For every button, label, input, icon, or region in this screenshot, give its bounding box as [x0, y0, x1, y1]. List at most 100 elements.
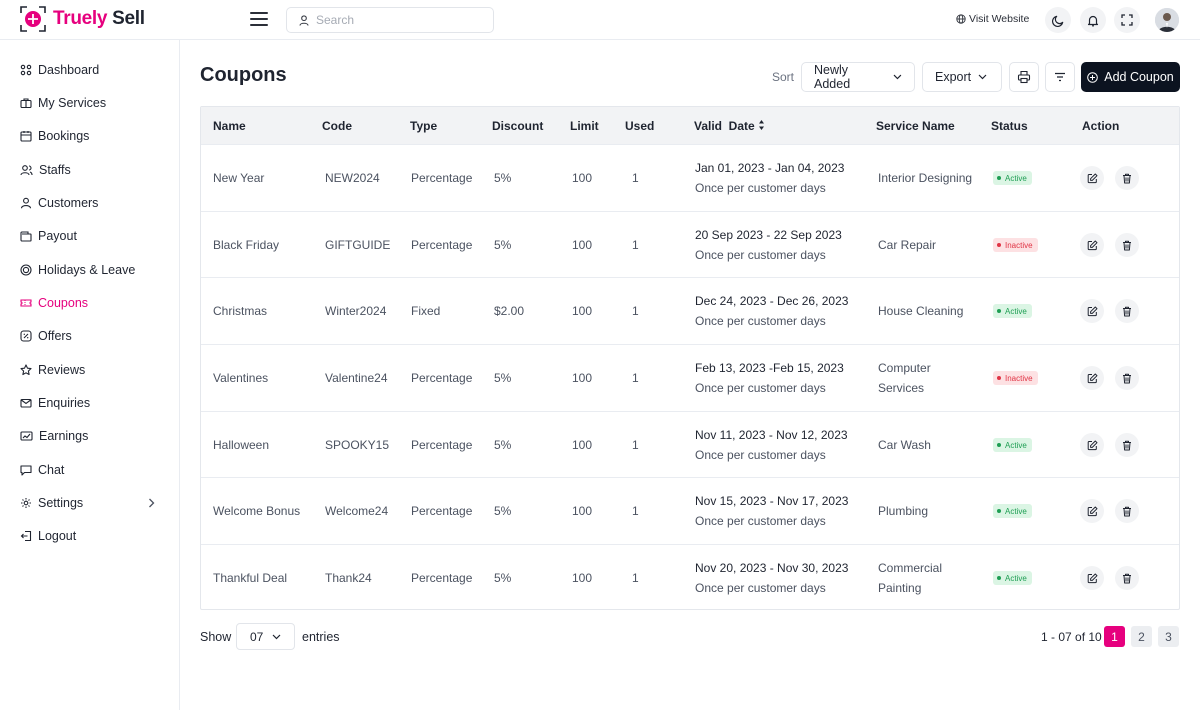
column-header-action[interactable]: Action: [1082, 119, 1120, 133]
edit-button[interactable]: [1080, 233, 1104, 257]
trash-icon: [1122, 306, 1132, 317]
page-button-1[interactable]: 1: [1104, 626, 1125, 647]
edit-button[interactable]: [1080, 499, 1104, 523]
trash-icon: [1122, 573, 1132, 584]
service-name: Interior Designing: [878, 171, 973, 185]
sidebar-item-offers[interactable]: Offers: [20, 326, 165, 346]
delete-button[interactable]: [1115, 299, 1139, 323]
sidebar-item-label: Payout: [38, 229, 77, 243]
column-header-type[interactable]: Type: [410, 119, 438, 133]
dark-mode-button[interactable]: [1045, 7, 1071, 33]
visit-website-link[interactable]: Visit Website: [956, 13, 1029, 25]
add-coupon-label: Add Coupon: [1104, 70, 1174, 84]
column-header-service-name[interactable]: Service Name: [876, 119, 955, 133]
sidebar-item-customers[interactable]: Customers: [20, 193, 165, 213]
show-label: Show: [200, 630, 232, 644]
bell-icon: [1087, 15, 1099, 26]
avatar[interactable]: [1155, 8, 1179, 32]
sidebar-item-staffs[interactable]: Staffs: [20, 160, 165, 180]
coupon-usage-note: Once per customer days: [695, 181, 826, 195]
delete-button[interactable]: [1115, 566, 1139, 590]
sidebar-item-my-services[interactable]: My Services: [20, 93, 165, 113]
sidebar-item-bookings[interactable]: Bookings: [20, 126, 165, 146]
delete-button[interactable]: [1115, 166, 1139, 190]
column-header-discount[interactable]: Discount: [492, 119, 544, 133]
column-header-limit[interactable]: Limit: [570, 119, 599, 133]
filter-button[interactable]: [1045, 62, 1075, 92]
coupon-discount: 5%: [494, 171, 512, 185]
calendar-icon: [20, 131, 32, 142]
column-header-used[interactable]: Used: [625, 119, 655, 133]
status-text: Inactive: [1005, 373, 1033, 383]
sidebar-item-dashboard[interactable]: Dashboard: [20, 60, 165, 80]
fullscreen-button[interactable]: [1114, 7, 1140, 33]
notifications-button[interactable]: [1080, 7, 1106, 33]
delete-button[interactable]: [1115, 366, 1139, 390]
sidebar-item-settings[interactable]: Settings: [20, 493, 165, 513]
service-name: Computer: [878, 361, 931, 375]
export-dropdown[interactable]: Export: [922, 62, 1002, 92]
delete-button[interactable]: [1115, 499, 1139, 523]
sort-dropdown[interactable]: Newly Added: [801, 62, 915, 92]
service-name: House Cleaning: [878, 304, 964, 318]
entries-per-page-select[interactable]: 07: [236, 623, 295, 650]
status-text: Active: [1005, 573, 1027, 583]
menu-icon[interactable]: [250, 12, 268, 26]
sidebar-item-earnings[interactable]: Earnings: [20, 426, 165, 446]
holiday-icon: [20, 264, 32, 276]
trash-icon: [1122, 506, 1132, 517]
offer-icon: [20, 330, 32, 342]
search-box[interactable]: [286, 7, 494, 33]
sidebar-item-chat[interactable]: Chat: [20, 460, 165, 480]
sort-arrows-icon[interactable]: [758, 119, 765, 131]
edit-button[interactable]: [1080, 166, 1104, 190]
delete-button[interactable]: [1115, 233, 1139, 257]
sidebar-item-holidays-leave[interactable]: Holidays & Leave: [20, 260, 165, 280]
sidebar-item-reviews[interactable]: Reviews: [20, 360, 165, 380]
table-row: Valentines Valentine24 Percentage 5% 100 1 Feb…: [201, 344, 1179, 411]
search-input[interactable]: [316, 13, 476, 27]
chevron-down-icon: [978, 74, 987, 80]
delete-button[interactable]: [1115, 433, 1139, 457]
filter-icon: [1055, 72, 1065, 82]
page-button-3[interactable]: 3: [1158, 626, 1179, 647]
brand-logo[interactable]: Truely Sell: [20, 6, 145, 32]
table-row: Welcome Bonus Welcome24 Percentage 5% 100 1 No…: [201, 477, 1179, 544]
user-icon: [20, 197, 32, 209]
edit-icon: [1087, 240, 1098, 251]
print-button[interactable]: [1009, 62, 1039, 92]
coupon-name: Valentines: [213, 371, 269, 385]
coupon-type: Percentage: [411, 504, 473, 518]
page-title: Coupons: [200, 64, 287, 86]
coupon-used: 1: [632, 304, 639, 318]
table-row: New Year NEW2024 Percentage 5% 100 1 Jan 01, 2…: [201, 144, 1179, 211]
coupon-name: Black Friday: [213, 238, 280, 252]
column-header-code[interactable]: Code: [322, 119, 352, 133]
column-header-valid-date[interactable]: Valid Date: [694, 119, 755, 133]
coupon-type: Percentage: [411, 371, 473, 385]
page-button-2[interactable]: 2: [1131, 626, 1152, 647]
sidebar-item-coupons[interactable]: Coupons: [20, 293, 165, 313]
briefcase-icon: [20, 98, 32, 109]
sidebar-item-logout[interactable]: Logout: [20, 526, 165, 546]
sidebar-item-label: Staffs: [39, 163, 71, 177]
add-coupon-button[interactable]: Add Coupon: [1081, 62, 1180, 92]
coupon-discount: $2.00: [494, 304, 525, 318]
chat-icon: [20, 465, 32, 476]
sidebar-item-payout[interactable]: Payout: [20, 226, 165, 246]
edit-button[interactable]: [1080, 566, 1104, 590]
edit-button[interactable]: [1080, 433, 1104, 457]
status-text: Active: [1005, 173, 1027, 183]
star-icon: [20, 364, 32, 376]
coupon-discount: 5%: [494, 438, 512, 452]
coupon-used: 1: [632, 438, 639, 452]
coupon-usage-note: Once per customer days: [695, 314, 826, 328]
earnings-icon: [20, 431, 33, 441]
coupon-limit: 100: [572, 304, 593, 318]
column-header-status[interactable]: Status: [991, 119, 1028, 133]
edit-button[interactable]: [1080, 366, 1104, 390]
edit-button[interactable]: [1080, 299, 1104, 323]
coupon-code: GIFTGUIDE: [325, 238, 391, 252]
column-header-name[interactable]: Name: [213, 119, 246, 133]
sidebar-item-enquiries[interactable]: Enquiries: [20, 393, 165, 413]
